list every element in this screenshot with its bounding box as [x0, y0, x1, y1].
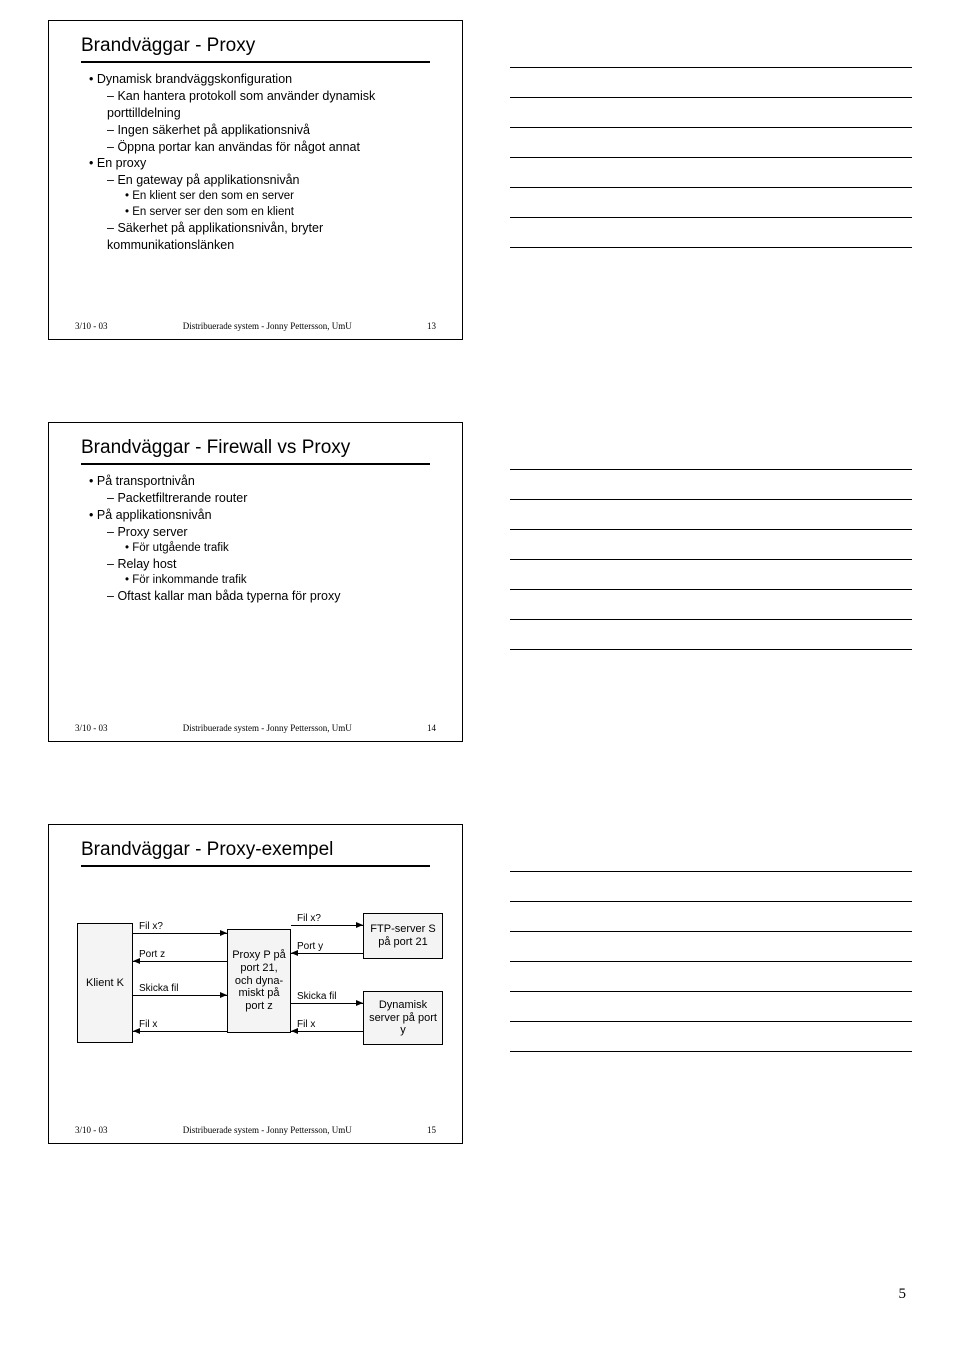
slide-title: Brandväggar - Proxy-exempel — [65, 839, 446, 861]
slide-column: Brandväggar - Proxy Dynamisk brandväggsk… — [48, 20, 478, 340]
diagram-box-ftp: FTP-server S på port 21 — [363, 913, 443, 959]
title-underline — [81, 463, 430, 465]
note-line — [510, 158, 912, 188]
slide-column: Brandväggar - Proxy-exempel Klient K Prox… — [48, 824, 478, 1144]
note-line — [510, 932, 912, 962]
notes-column — [478, 824, 912, 1144]
slide-2: Brandväggar - Firewall vs Proxy På trans… — [48, 422, 463, 742]
diagram-arrow-label: Fil x? — [139, 920, 163, 934]
diagram-arrow-head — [356, 1000, 363, 1006]
bullet-l2: Öppna portar kan användas för något anna… — [107, 139, 446, 156]
note-line — [510, 218, 912, 248]
bullet-l2: Ingen säkerhet på applikationsnivå — [107, 122, 446, 139]
footer-center: Distribuerade system - Jonny Pettersson,… — [183, 321, 352, 331]
diagram-arrow-head — [356, 922, 363, 928]
note-line — [510, 992, 912, 1022]
bullet-l2: Proxy server — [107, 524, 446, 541]
note-line — [510, 128, 912, 158]
diagram-box-dyn: Dynamisk server på port y — [363, 991, 443, 1045]
slide-body-1: Dynamisk brandväggskonfigurationKan hant… — [65, 71, 446, 321]
footer-date: 3/10 - 03 — [75, 1125, 108, 1135]
note-line — [510, 38, 912, 68]
slide-body-2: På transportnivånPacketfiltrerande route… — [65, 473, 446, 723]
diagram-arrow-label: Fil x? — [297, 912, 321, 926]
slide-3: Brandväggar - Proxy-exempel Klient K Prox… — [48, 824, 463, 1144]
diagram-arrow-label: Fil x — [297, 1018, 315, 1032]
note-line — [510, 590, 912, 620]
diagram-box-klient: Klient K — [77, 923, 133, 1043]
page-number: 5 — [899, 1286, 907, 1303]
footer-date: 3/10 - 03 — [75, 723, 108, 733]
notes-column — [478, 20, 912, 340]
footer-page: 15 — [427, 1125, 436, 1135]
title-underline — [81, 865, 430, 867]
footer-center: Distribuerade system - Jonny Pettersson,… — [183, 1125, 352, 1135]
note-line — [510, 470, 912, 500]
note-line — [510, 842, 912, 872]
slide-column: Brandväggar - Firewall vs Proxy På trans… — [48, 422, 478, 742]
proxy-diagram: Klient K Proxy P på port 21, och dyna-mis… — [71, 883, 446, 1073]
footer-page: 13 — [427, 321, 436, 331]
footer-center: Distribuerade system - Jonny Pettersson,… — [183, 723, 352, 733]
diagram-arrow-label: Skicka fil — [297, 990, 336, 1004]
slide-title: Brandväggar - Firewall vs Proxy — [65, 437, 446, 459]
note-line — [510, 902, 912, 932]
note-line — [510, 98, 912, 128]
handout-row: Brandväggar - Proxy-exempel Klient K Prox… — [0, 752, 960, 1154]
diagram-arrow-label: Skicka fil — [139, 982, 178, 996]
slide-title: Brandväggar - Proxy — [65, 35, 446, 57]
note-line — [510, 500, 912, 530]
diagram-arrow-label: Port y — [297, 940, 323, 954]
bullet-l3: En server ser den som en klient — [125, 205, 446, 221]
footer-page: 14 — [427, 723, 436, 733]
handout-row: Brandväggar - Firewall vs Proxy På trans… — [0, 350, 960, 752]
bullet-l1: En proxy — [89, 155, 446, 172]
bullet-l2: Oftast kallar man båda typerna för proxy — [107, 588, 446, 605]
note-line — [510, 188, 912, 218]
notes-column — [478, 422, 912, 742]
diagram-arrow-label: Port z — [139, 948, 165, 962]
note-line — [510, 962, 912, 992]
slide-body-3: Klient K Proxy P på port 21, och dyna-mis… — [65, 875, 446, 1125]
title-underline — [81, 61, 430, 63]
note-line — [510, 560, 912, 590]
slide-1: Brandväggar - Proxy Dynamisk brandväggsk… — [48, 20, 463, 340]
note-line — [510, 530, 912, 560]
note-line — [510, 1022, 912, 1052]
bullet-l1: På transportnivån — [89, 473, 446, 490]
bullet-l1: Dynamisk brandväggskonfiguration — [89, 71, 446, 88]
bullet-l2: Kan hantera protokoll som använder dynam… — [107, 88, 446, 122]
bullet-l3: För utgående trafik — [125, 541, 446, 557]
note-line — [510, 872, 912, 902]
note-line — [510, 68, 912, 98]
bullet-l2: Packetfiltrerande router — [107, 490, 446, 507]
diagram-arrow-label: Fil x — [139, 1018, 157, 1032]
bullet-l3: För inkommande trafik — [125, 573, 446, 589]
slide-footer: 3/10 - 03 Distribuerade system - Jonny P… — [65, 321, 446, 333]
slide-footer: 3/10 - 03 Distribuerade system - Jonny P… — [65, 723, 446, 735]
bullet-l2: Relay host — [107, 556, 446, 573]
bullet-l2: Säkerhet på applikationsnivån, bryter ko… — [107, 220, 446, 254]
diagram-arrow-head — [220, 992, 227, 998]
note-line — [510, 440, 912, 470]
bullet-l1: På applikationsnivån — [89, 507, 446, 524]
bullet-l3: En klient ser den som en server — [125, 189, 446, 205]
handout-row: Brandväggar - Proxy Dynamisk brandväggsk… — [0, 0, 960, 350]
diagram-box-proxy: Proxy P på port 21, och dyna-miskt på po… — [227, 929, 291, 1033]
bullet-l2: En gateway på applikationsnivån — [107, 172, 446, 189]
footer-date: 3/10 - 03 — [75, 321, 108, 331]
slide-footer: 3/10 - 03 Distribuerade system - Jonny P… — [65, 1125, 446, 1137]
note-line — [510, 620, 912, 650]
diagram-arrow-head — [220, 930, 227, 936]
